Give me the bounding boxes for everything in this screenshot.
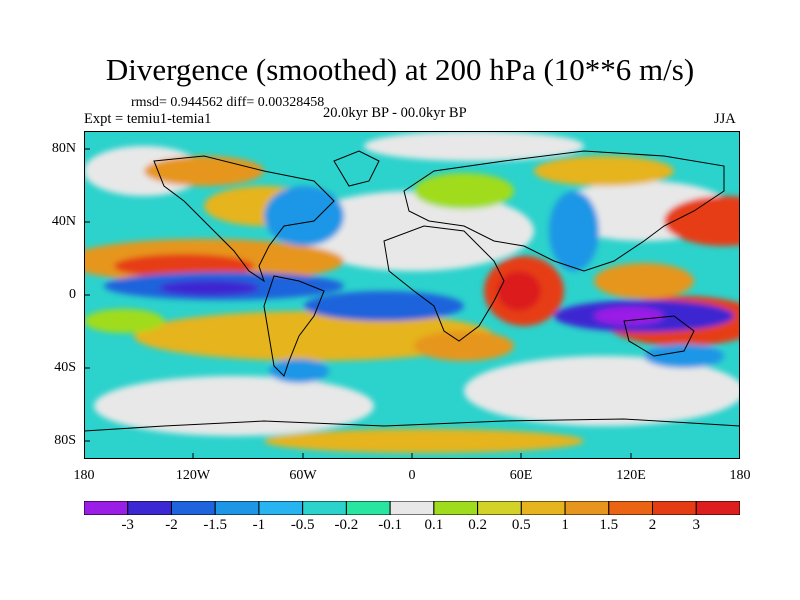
- field-region: [364, 131, 584, 161]
- field-region: [594, 263, 694, 299]
- lat-label-80n: 80N: [51, 141, 76, 156]
- colorbar-tick-label: -1: [252, 517, 266, 533]
- lon-label-120w: 120W: [175, 468, 211, 483]
- field-region: [294, 191, 534, 271]
- colorbar-tick-label: -1.5: [203, 517, 228, 533]
- field-region: [594, 307, 664, 325]
- colorbar-tick-label: -0.2: [334, 517, 359, 533]
- field-region: [94, 376, 374, 436]
- colorbar-swatch: [652, 501, 697, 515]
- colorbar-swatch: [695, 501, 740, 515]
- coast-eurasia: [403, 150, 725, 272]
- colorbar-tick-label: 0.5: [511, 517, 531, 533]
- lon-label-180e: 180: [729, 468, 751, 483]
- field-region: [84, 309, 164, 333]
- lon-label-0: 0: [408, 468, 416, 483]
- lat-label-40n: 40N: [51, 214, 76, 229]
- field-region: [134, 311, 494, 361]
- colorbar-tick-label: -3: [121, 517, 134, 533]
- colorbar-swatch: [302, 501, 347, 515]
- lat-label-80s: 80S: [54, 433, 76, 448]
- colorbar-swatch: [345, 501, 391, 515]
- colorbar-tick-label: 1: [561, 517, 569, 533]
- colorbar-swatch: [608, 501, 654, 515]
- field-region: [414, 331, 514, 361]
- lon-label-180w: 180: [73, 468, 95, 483]
- colorbar-swatch: [127, 501, 172, 515]
- colorbar-tick-label: -2: [165, 517, 178, 533]
- coast-antarctica: [84, 418, 740, 432]
- field-region: [497, 271, 541, 311]
- colorbar-tick-label: -0.5: [290, 517, 315, 533]
- colorbar-tick-label: 0.1: [424, 517, 444, 533]
- colorbar-swatch: [258, 501, 304, 515]
- colorbar-swatch: [520, 501, 566, 515]
- field-blobs: [84, 131, 740, 453]
- field-region: [264, 429, 584, 453]
- lat-label-40s: 40S: [54, 360, 76, 375]
- plot-title: Divergence (smoothed) at 200 hPa (10**6 …: [105, 52, 695, 87]
- field-region: [664, 196, 740, 246]
- field-region: [534, 156, 674, 186]
- field-region: [464, 356, 740, 426]
- field-region: [114, 254, 254, 278]
- period-label: 20.0kyr BP - 00.0kyr BP: [323, 105, 467, 121]
- coast-south-america: [263, 275, 325, 377]
- colorbar-swatch: [170, 501, 216, 515]
- lon-label-120e: 120E: [616, 468, 646, 483]
- colorbar-tick-label: 3: [692, 517, 701, 533]
- season-label: JJA: [714, 111, 736, 127]
- colorbar-swatch: [214, 501, 260, 515]
- lon-label-60e: 60E: [509, 468, 533, 483]
- colorbar-swatch: [433, 501, 479, 515]
- colorbar-swatch: [564, 501, 610, 515]
- colorbar-swatch: [389, 501, 435, 515]
- colorbar-tick-label: 0.2: [468, 517, 487, 533]
- coastlines: [84, 150, 740, 432]
- field-region: [549, 191, 599, 271]
- colorbar-tick-label: 1.5: [599, 517, 619, 533]
- divergence-map: [84, 131, 740, 459]
- colorbar-swatch: [477, 501, 522, 515]
- field-region: [269, 359, 329, 383]
- field-region: [264, 186, 344, 246]
- field-region: [159, 280, 259, 296]
- coast-north-america: [153, 155, 335, 283]
- colorbar-tick-label: -0.1: [378, 517, 402, 533]
- field-region: [644, 344, 724, 368]
- colorbar-tick-label: 2: [648, 517, 657, 533]
- coast-greenland: [333, 150, 380, 187]
- rmsd-diff-stats: rmsd= 0.944562 diff= 0.00328458: [131, 95, 325, 110]
- axis-ticks: [84, 148, 632, 459]
- experiment-label: Expt = temiu1-temia1: [84, 111, 212, 127]
- field-region: [414, 173, 514, 209]
- colorbar-swatch: [84, 501, 129, 515]
- lat-label-0: 0: [69, 287, 76, 302]
- coast-africa: [383, 225, 505, 342]
- coast-australia: [623, 315, 695, 357]
- lon-label-60w: 60W: [289, 468, 317, 483]
- field-region: [304, 291, 464, 321]
- colorbar: [84, 501, 740, 515]
